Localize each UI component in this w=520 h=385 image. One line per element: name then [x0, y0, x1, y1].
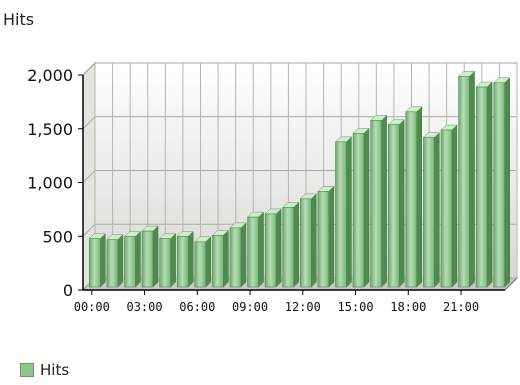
bar — [457, 70, 476, 288]
x-tick-label: 09:00 — [232, 300, 268, 314]
bar — [334, 136, 353, 288]
x-tick-label: 15:00 — [337, 300, 373, 314]
x-tick-label: 06:00 — [179, 300, 215, 314]
bar — [387, 119, 405, 288]
side-gridline — [82, 116, 96, 130]
x-tick-label: 18:00 — [390, 300, 426, 314]
side-gridline — [82, 62, 96, 76]
bar — [194, 236, 212, 288]
bar — [299, 193, 317, 288]
x-tick-label: 21:00 — [443, 300, 479, 314]
bar — [282, 201, 300, 288]
side-gridline — [82, 223, 96, 237]
bar — [88, 233, 106, 288]
legend: Hits — [20, 361, 69, 379]
bar — [475, 81, 493, 288]
bar — [106, 234, 124, 288]
y-tick-label: 1,000 — [27, 174, 73, 193]
bar — [264, 208, 282, 288]
bar — [405, 106, 423, 288]
bar — [211, 229, 229, 288]
x-tick-label: 00:00 — [74, 300, 110, 314]
y-tick-label: 0 — [63, 281, 73, 300]
x-tick-label: 03:00 — [126, 300, 162, 314]
x-tick-label: 12:00 — [285, 300, 321, 314]
y-tick-label: 500 — [42, 227, 73, 246]
legend-label: Hits — [40, 361, 70, 379]
bar — [317, 185, 335, 288]
legend-swatch — [20, 363, 34, 377]
bar — [176, 230, 194, 288]
bar — [440, 124, 458, 288]
bar — [246, 211, 265, 288]
bar — [493, 77, 511, 288]
bar — [370, 114, 388, 288]
bar — [422, 131, 440, 288]
bar — [352, 127, 370, 288]
y-tick-label: 2,000 — [27, 66, 73, 85]
bar — [141, 225, 159, 288]
side-gridline — [82, 170, 96, 183]
bar — [123, 230, 142, 288]
y-tick-label: 1,500 — [27, 120, 73, 139]
bar — [229, 222, 247, 288]
chart-title: Hits — [3, 10, 35, 29]
bar-chart: 0 500 1,000 1,500 2,000 00:00 03:00 06:00 09:00… — [27, 61, 519, 314]
bar — [159, 233, 177, 288]
